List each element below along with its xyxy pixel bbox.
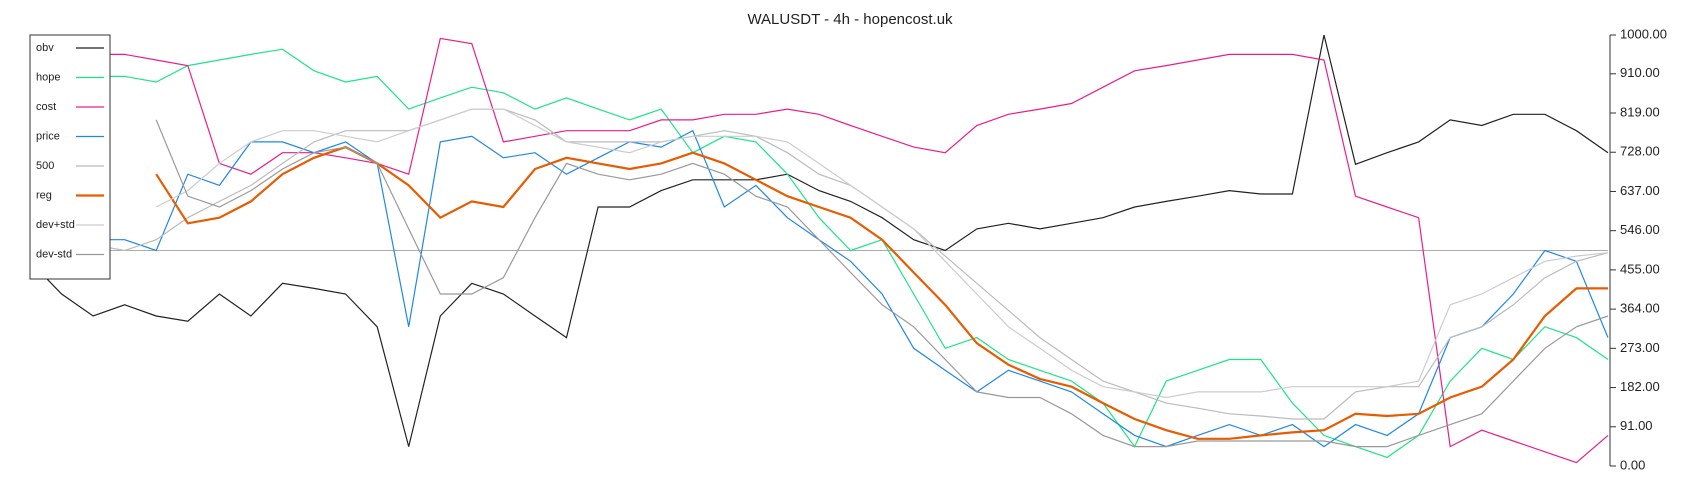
legend-label: reg [36, 189, 52, 201]
y-tick-label: 728.00 [1620, 144, 1660, 159]
series-line [155, 145, 1608, 440]
series-line [29, 37, 1609, 464]
y-tick-label: 637.00 [1620, 183, 1660, 198]
legend-box [29, 34, 111, 280]
series-line [155, 119, 1609, 448]
series-line [29, 129, 1609, 448]
y-tick-label: 273.00 [1620, 340, 1660, 355]
legend-label: price [36, 130, 60, 142]
y-tick-label: 0.00 [1620, 457, 1645, 472]
y-tick-label: 182.00 [1620, 379, 1660, 394]
legend: obv hope cost price 500 reg dev+std dev-std [29, 34, 111, 280]
legend-label: dev+std [36, 219, 75, 231]
legend-label: 500 [36, 160, 54, 172]
y-tick-label: 455.00 [1620, 261, 1660, 276]
legend-label: cost [36, 101, 56, 113]
legend-label: obv [36, 42, 54, 54]
y-tick-label: 1000.00 [1620, 26, 1667, 41]
y-tick-label: 910.00 [1620, 65, 1660, 80]
series-line [155, 108, 1609, 399]
chart-title: WALUSDT - 4h - hopencost.uk [747, 11, 953, 28]
series-line [29, 108, 1609, 420]
y-tick-label: 91.00 [1620, 418, 1653, 433]
y-tick-label: 364.00 [1620, 301, 1660, 316]
y-tick-label: 819.00 [1620, 104, 1660, 119]
legend-label: dev-std [36, 248, 72, 260]
series-line [29, 34, 1609, 447]
series-line [29, 48, 1609, 459]
legend-label: hope [36, 71, 60, 83]
y-tick-label: 546.00 [1620, 222, 1660, 237]
